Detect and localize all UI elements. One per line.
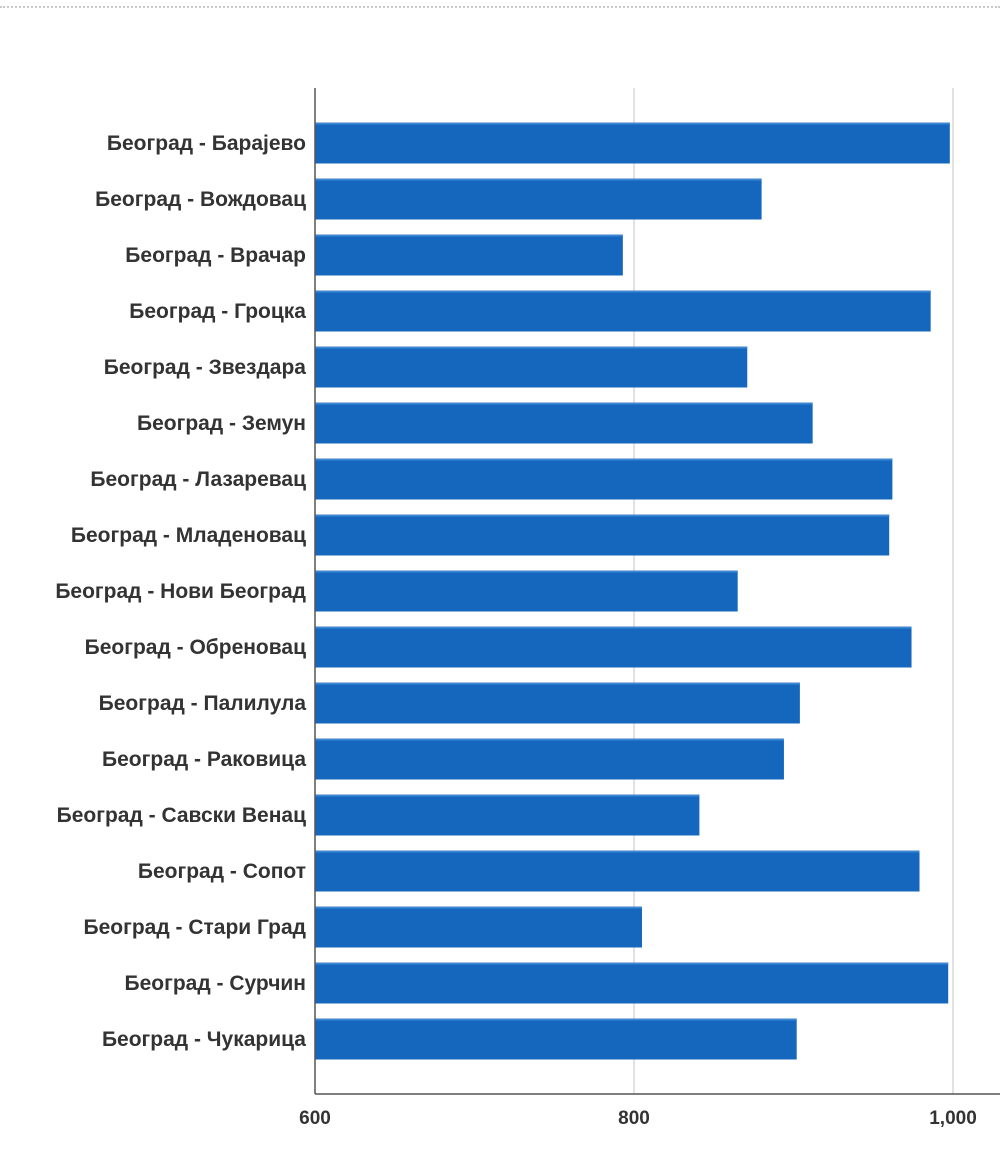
category-label: Београд - Сурчин	[124, 972, 306, 995]
category-label: Београд - Обреновац	[85, 636, 306, 659]
bar	[315, 178, 762, 220]
category-label: Београд - Звездара	[104, 356, 307, 379]
bar-highlight	[315, 962, 949, 965]
bar-highlight	[315, 178, 762, 181]
bar	[315, 850, 920, 892]
bar-highlight	[315, 514, 890, 517]
bar	[315, 1018, 797, 1060]
category-label: Београд - Чукарица	[102, 1028, 306, 1051]
bar-highlight	[315, 794, 700, 797]
bar-highlight	[315, 122, 950, 125]
bar	[315, 234, 623, 276]
bar	[315, 626, 912, 668]
category-labels: Београд - Барајево Београд - Вождовац Беог…	[55, 132, 306, 1051]
category-label: Београд - Барајево	[107, 132, 306, 155]
bar	[315, 682, 800, 724]
category-label: Београд - Лазаревац	[90, 468, 306, 491]
bar-highlight	[315, 570, 738, 573]
bar	[315, 794, 700, 836]
x-tick-label: 800	[618, 1108, 650, 1129]
bar-highlight	[315, 346, 748, 349]
category-label: Београд - Вождовац	[95, 188, 306, 211]
category-label: Београд - Палилула	[99, 692, 307, 715]
bar-highlight	[315, 626, 912, 629]
bar-highlight	[315, 682, 800, 685]
x-tick-label: 600	[299, 1108, 331, 1129]
bar	[315, 738, 784, 780]
bar	[315, 458, 893, 500]
x-tick-label: 1,000	[929, 1108, 977, 1129]
category-label: Београд - Гроцка	[129, 300, 306, 323]
bar-highlight	[315, 402, 813, 405]
category-label: Београд - Савски Венац	[57, 804, 306, 827]
bar-highlight	[315, 738, 784, 741]
bar-highlight	[315, 850, 920, 853]
category-label: Београд - Раковица	[102, 748, 306, 771]
bar-highlight	[315, 290, 931, 293]
category-label: Београд - Сопот	[138, 860, 306, 883]
bar	[315, 346, 748, 388]
tick-labels: 600 800 1,000	[299, 1108, 977, 1129]
bar	[315, 402, 813, 444]
category-label: Београд - Земун	[137, 412, 306, 435]
bar	[315, 122, 950, 164]
bars	[315, 122, 950, 1060]
top-dotted-border	[0, 6, 1000, 8]
bar	[315, 570, 738, 612]
category-label: Београд - Младеновац	[71, 524, 306, 547]
bar	[315, 906, 642, 948]
bar-highlight	[315, 234, 623, 237]
bar	[315, 514, 890, 556]
category-label: Београд - Нови Београд	[55, 580, 306, 603]
category-label: Београд - Врачар	[125, 244, 306, 267]
axes	[314, 88, 1000, 1095]
bar	[315, 290, 931, 332]
category-label: Београд - Стари Град	[84, 916, 307, 939]
bar	[315, 962, 949, 1004]
bar-highlight	[315, 1018, 797, 1021]
bar-highlight	[315, 906, 642, 909]
bar-highlight	[315, 458, 893, 461]
